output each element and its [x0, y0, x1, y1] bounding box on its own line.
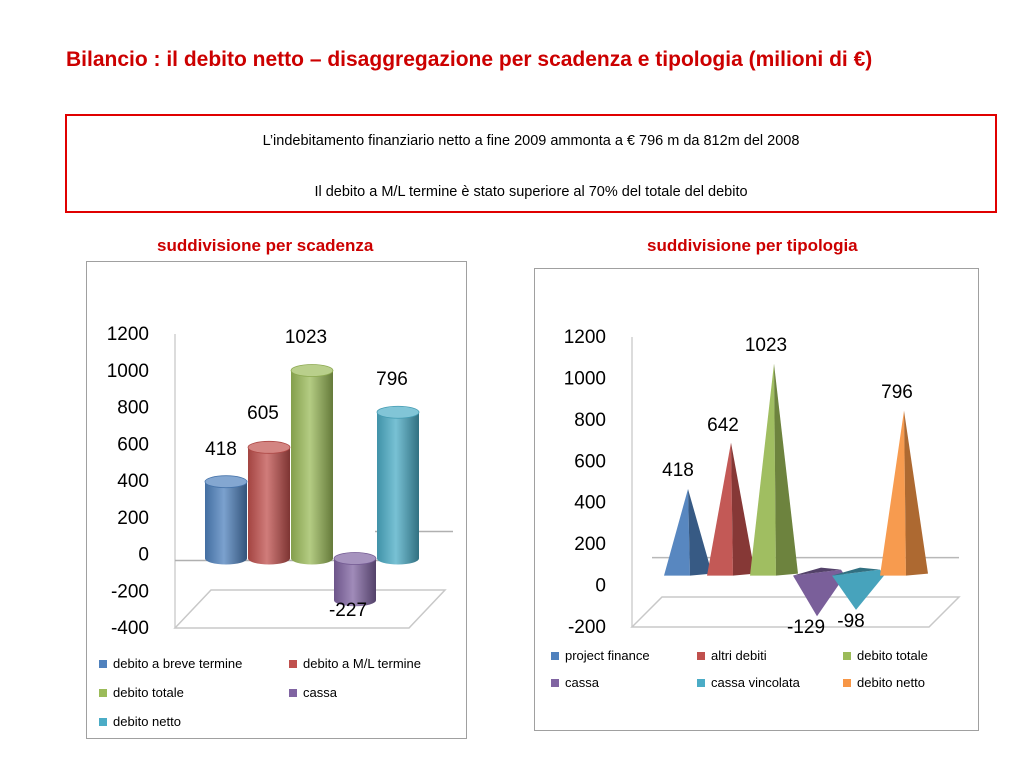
legend-item-debito-a-m-l-termine: debito a M/L termine — [289, 656, 421, 671]
bar-debito-totale — [750, 363, 798, 576]
legend-item-debito-a-breve-termine: debito a breve termine — [99, 656, 242, 671]
chart-scadenza: 1200 1000 800 600 400 200 0 -200 -400 418 605 1023 7… — [86, 261, 467, 739]
data-label-project-finance: 418 — [662, 460, 694, 481]
legend-swatch — [289, 688, 297, 697]
data-label-debito-totale: 1023 — [285, 327, 327, 348]
legend-label: project finance — [565, 648, 650, 663]
bar-debito-netto — [880, 410, 928, 576]
data-label-altri-debiti: 642 — [707, 415, 739, 436]
bar-debito-netto — [376, 405, 420, 565]
data-label-cassa: -227 — [329, 600, 367, 621]
bar-debito-a-m-l-termine — [247, 440, 291, 565]
y-tick-label: 1200 — [107, 324, 149, 345]
y-tick-label: 1200 — [564, 327, 606, 348]
summary-line-2: Il debito a M/L termine è stato superior… — [314, 184, 748, 200]
data-label-debito-netto: 796 — [376, 369, 408, 390]
chart-tipologia: 1200 1000 800 600 400 200 0 -200 418 642 1023 -129-… — [534, 268, 979, 731]
legend-item-cassa: cassa — [289, 685, 337, 700]
legend-item-debito-netto: debito netto — [99, 714, 181, 729]
bar-debito-a-breve-termine — [204, 475, 248, 565]
chart-scadenza-plot: 1200 1000 800 600 400 200 0 -200 -400 418 605 1023 7… — [107, 324, 453, 639]
legend-item-debito-totale: debito totale — [843, 648, 928, 663]
legend-swatch — [99, 688, 107, 697]
y-tick-label: 400 — [117, 471, 149, 492]
y-tick-label: 400 — [574, 493, 606, 514]
data-label-debito-totale: 1023 — [745, 335, 787, 356]
legend-swatch — [551, 651, 559, 660]
legend-label: debito netto — [113, 714, 181, 729]
bar-project-finance — [664, 488, 712, 576]
chart-tipologia-plot: 1200 1000 800 600 400 200 0 -200 418 642 1023 -129-… — [564, 327, 961, 638]
legend-swatch — [697, 678, 705, 687]
legend-swatch — [99, 717, 107, 726]
bar-cassa-vincolata — [832, 567, 884, 610]
y-tick-label: 600 — [117, 434, 149, 455]
legend-item-debito-totale: debito totale — [99, 685, 184, 700]
legend-swatch — [289, 659, 297, 668]
legend-item-project-finance: project finance — [551, 648, 650, 663]
page-title: Bilancio : il debito netto – disaggregaz… — [66, 48, 873, 71]
legend-label: cassa — [303, 685, 337, 700]
chart-2-title: suddivisione per tipologia — [647, 236, 858, 255]
data-label-cassa: -129 — [787, 617, 825, 638]
legend-swatch — [697, 651, 705, 660]
legend-item-cassa: cassa — [551, 675, 599, 690]
y-tick-label: 800 — [574, 410, 606, 431]
bar-debito-totale — [290, 364, 334, 565]
bar-cassa — [793, 567, 845, 617]
summary-line-1: L’indebitamento finanziario netto a fine… — [262, 133, 800, 149]
legend-swatch — [551, 678, 559, 687]
data-label-debito-netto: 796 — [881, 382, 913, 403]
chart-1-title: suddivisione per scadenza — [157, 236, 374, 255]
y-tick-label: -200 — [111, 581, 149, 602]
y-tick-label: 200 — [117, 508, 149, 529]
y-tick-label: 1000 — [107, 361, 149, 382]
legend-label: debito a breve termine — [113, 656, 243, 671]
y-tick-label: -200 — [568, 617, 606, 638]
data-label-debito-a-m-l-termine: 605 — [247, 403, 279, 424]
y-tick-label: -400 — [111, 618, 149, 639]
legend-swatch — [843, 678, 851, 687]
y-tick-label: 0 — [595, 576, 606, 597]
summary-box: L’indebitamento finanziario netto a fine… — [65, 114, 997, 213]
legend-swatch — [99, 659, 107, 668]
legend-item-debito-netto: debito netto — [843, 675, 925, 690]
y-tick-label: 1000 — [564, 368, 606, 389]
y-tick-label: 600 — [574, 451, 606, 472]
legend-label: cassa vincolata — [711, 675, 800, 690]
legend-item-altri-debiti: altri debiti — [697, 648, 767, 663]
y-tick-label: 800 — [117, 398, 149, 419]
legend-item-cassa-vincolata: cassa vincolata — [697, 675, 800, 690]
legend-label: cassa — [565, 675, 599, 690]
y-tick-label: 200 — [574, 534, 606, 555]
bar-cassa — [333, 552, 377, 607]
legend-label: altri debiti — [711, 648, 767, 663]
legend-label: debito totale — [857, 648, 928, 663]
bar-altri-debiti — [707, 442, 755, 576]
data-label-cassa-vincolata: -98 — [837, 611, 864, 632]
data-label-debito-a-breve-termine: 418 — [205, 439, 237, 460]
legend-label: debito totale — [113, 685, 184, 700]
y-tick-label: 0 — [138, 545, 149, 566]
legend-label: debito netto — [857, 675, 925, 690]
legend-swatch — [843, 651, 851, 660]
legend-label: debito a M/L termine — [303, 656, 422, 671]
